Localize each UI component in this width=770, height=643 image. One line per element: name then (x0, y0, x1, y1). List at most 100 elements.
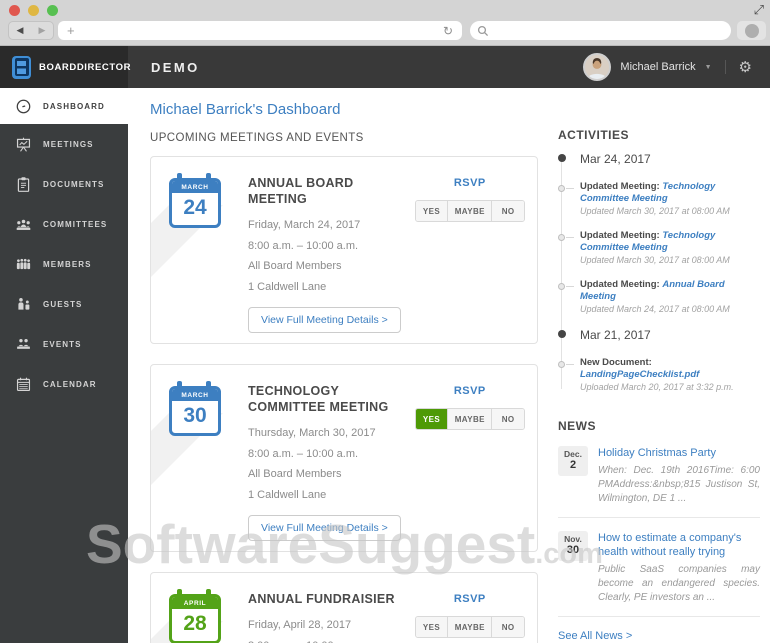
forward-button[interactable]: ▶ (38, 25, 46, 35)
calendar-icon (16, 377, 31, 391)
sidebar-item-label: COMMITTEES (43, 219, 108, 229)
avatar[interactable] (583, 53, 612, 81)
sidebar-item-dashboard[interactable]: DASHBOARD (0, 88, 128, 124)
section-title: UPCOMING MEETINGS AND EVENTS (150, 132, 364, 144)
meeting-attendees: All Board Members (248, 468, 342, 480)
chevron-down-icon[interactable]: ▼ (704, 63, 712, 71)
news-badge-day: 2 (569, 459, 577, 471)
gear-icon[interactable]: ⚙ (738, 59, 752, 76)
activity-link[interactable]: LandingPageChecklist.pdf (580, 369, 700, 380)
rsvp-maybe-button[interactable]: MAYBE (448, 617, 493, 637)
calendar-month: APRIL (172, 597, 218, 609)
reload-icon[interactable]: ↻ (442, 23, 453, 38)
meeting-location: 1 Caldwell Lane (248, 280, 327, 293)
boarddirector-logo-icon (12, 55, 31, 79)
guests-icon (18, 297, 30, 310)
browser-chrome: ⤢ ◀ ▶ + ↻ (0, 0, 770, 46)
rsvp-label: RSVP (453, 593, 486, 605)
rsvp-no-button[interactable]: NO (492, 617, 524, 637)
add-tab-icon[interactable]: + (67, 23, 75, 38)
timeline-date-dot (558, 330, 566, 338)
view-details-button[interactable]: View Full Meeting Details > (248, 515, 401, 541)
rsvp-label: RSVP (453, 177, 486, 189)
sidebar-item-documents[interactable]: DOCUMENTS (0, 164, 128, 204)
back-button[interactable]: ◀ (16, 25, 24, 35)
activity-link[interactable]: Technology Committee Meeting (580, 181, 716, 204)
timeline-entry-dash (566, 237, 574, 238)
news-badge-month: Nov. (564, 534, 582, 544)
fullscreen-icon[interactable]: ⤢ (753, 2, 764, 17)
avatar-image (585, 55, 610, 79)
meeting-card: MARCH 24 ANNUAL BOARD MEETING Friday, Ma… (150, 156, 538, 344)
news-headline-link[interactable]: Holiday Christmas Party (598, 447, 716, 459)
calendar-day: 28 (183, 611, 207, 635)
rsvp-maybe-button[interactable]: MAYBE (448, 409, 493, 429)
logo[interactable]: BOARDDIRECTOR (0, 46, 132, 88)
timeline-entry-dash (566, 286, 574, 287)
rsvp-yes-button[interactable]: YES (415, 617, 449, 637)
sidebar-item-members[interactable]: MEMBERS (0, 244, 128, 284)
meetings-icon (16, 137, 31, 152)
rsvp-yes-button[interactable]: YES (415, 201, 449, 221)
timeline-entry-dot (558, 361, 565, 368)
sidebar-item-events[interactable]: EVENTS (0, 324, 128, 364)
activities-timeline: Mar 24, 2017 Updated Meeting: Technology… (558, 152, 760, 393)
rsvp-no-button[interactable]: NO (492, 201, 524, 221)
sidebar-item-meetings[interactable]: MEETINGS (0, 124, 128, 164)
calendar-date-icon: APRIL 28 (169, 589, 221, 643)
sidebar-item-calendar[interactable]: CALENDAR (0, 364, 128, 404)
activity-link[interactable]: Annual Board Meeting (580, 279, 725, 302)
documents-icon (17, 176, 30, 192)
user-menu[interactable]: Michael Barrick ▼ ⚙ (583, 53, 770, 81)
activity-meta: Updated March 24, 2017 at 08:00 AM (580, 304, 730, 314)
activity-action: Updated Meeting: (580, 181, 660, 192)
tab-overview-button[interactable] (737, 21, 766, 40)
logo-text: BOARDDIRECTOR (39, 61, 132, 73)
url-bar[interactable]: + ↻ (58, 21, 462, 40)
calendar-ring (177, 173, 182, 183)
zoom-window-button[interactable] (47, 5, 58, 16)
activity-date-label: Mar 21, 2017 (580, 328, 651, 342)
rsvp-no-button[interactable]: NO (492, 409, 524, 429)
activity-entry: Updated Meeting: Technology Committee Me… (558, 230, 760, 266)
user-name[interactable]: Michael Barrick (620, 61, 696, 73)
meeting-card: MARCH 30 TECHNOLOGY COMMITTEE MEETING Th… (150, 364, 538, 552)
news-badge-month: Dec. (564, 449, 582, 459)
news-headline-link[interactable]: How to estimate a company's health witho… (598, 532, 742, 558)
calendar-ring (177, 589, 182, 599)
rsvp-maybe-button[interactable]: MAYBE (448, 201, 493, 221)
news-badge-day: 30 (566, 544, 580, 556)
see-all-news-link[interactable]: See All News > (558, 630, 633, 642)
search-input[interactable] (470, 21, 731, 40)
timeline-line (561, 160, 562, 389)
rsvp-button-group: YES MAYBE NO (414, 200, 525, 222)
committees-icon (16, 219, 31, 230)
calendar-day: 24 (183, 195, 207, 219)
event-card: APRIL 28 ANNUAL FUNDRAISIER Friday, Apri… (150, 572, 538, 643)
dashboard-icon (16, 99, 31, 113)
activity-entry: New Document: LandingPageChecklist.pdf U… (558, 357, 760, 393)
search-icon (477, 25, 489, 36)
calendar-date-icon: MARCH 30 (169, 381, 221, 541)
calendar-month: MARCH (172, 389, 218, 401)
sidebar-item-label: DOCUMENTS (43, 179, 105, 189)
timeline-entry-dot (558, 234, 565, 241)
main-content: Michael Barrick's Dashboard UPCOMING MEE… (128, 88, 560, 643)
activity-link[interactable]: Technology Committee Meeting (580, 230, 716, 253)
rsvp-yes-button[interactable]: YES (415, 409, 449, 429)
view-details-button[interactable]: View Full Meeting Details > (248, 307, 401, 333)
close-window-button[interactable] (9, 5, 20, 16)
rsvp-button-group: YES MAYBE NO (414, 408, 525, 430)
meeting-time: 8:00 a.m. – 10:00 a.m. (248, 447, 359, 460)
news-excerpt: Public SaaS companies may become an enda… (598, 564, 760, 603)
news-item: Nov. 30 How to estimate a company's heal… (558, 518, 760, 617)
meeting-location: 1 Caldwell Lane (248, 488, 327, 501)
sidebar-item-committees[interactable]: COMMITTEES (0, 204, 128, 244)
calendar-month: MARCH (172, 181, 218, 193)
minimize-window-button[interactable] (28, 5, 39, 16)
members-icon (16, 258, 31, 269)
timeline-entry-dot (558, 185, 565, 192)
activity-action: Updated Meeting: (580, 230, 660, 241)
sidebar-item-guests[interactable]: GUESTS (0, 284, 128, 324)
